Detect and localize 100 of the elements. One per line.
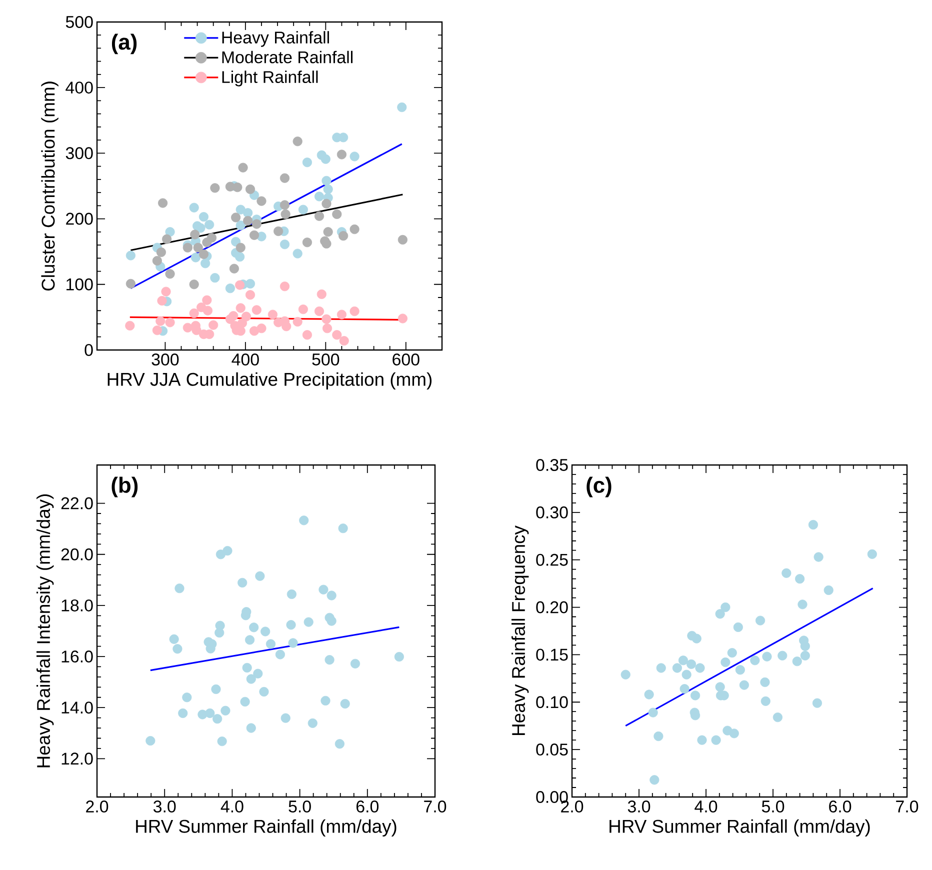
point <box>217 736 227 746</box>
y-tick-label: 0.05 <box>536 744 568 756</box>
point <box>240 696 250 707</box>
annotation: (b) <box>112 476 138 498</box>
point <box>314 306 324 316</box>
y-tick-label: 0.00 <box>536 790 568 803</box>
point <box>620 670 630 680</box>
point <box>340 698 350 709</box>
point <box>782 568 792 578</box>
point <box>156 316 166 326</box>
point <box>235 252 245 262</box>
point <box>245 290 256 300</box>
y-tick-label: 200 <box>66 212 93 225</box>
point <box>280 209 290 219</box>
point <box>760 696 770 706</box>
point <box>204 220 214 230</box>
y-tick-label: 300 <box>66 147 93 160</box>
point <box>690 690 700 700</box>
point <box>720 657 730 668</box>
x-tick-label: 400 <box>232 354 259 366</box>
x-tick-label: 3.0 <box>628 800 650 812</box>
point <box>174 584 184 594</box>
point <box>298 204 308 214</box>
point <box>302 238 312 248</box>
point <box>762 652 772 662</box>
point <box>198 212 209 222</box>
y-axis-title: Cluster Contribution (mm) <box>41 82 58 291</box>
point <box>169 634 179 644</box>
point <box>243 216 253 226</box>
point <box>225 314 235 324</box>
point <box>229 264 240 274</box>
point <box>304 617 314 627</box>
point <box>338 231 348 241</box>
point <box>202 306 213 316</box>
point <box>238 578 248 588</box>
y-tick-label: 400 <box>66 82 93 94</box>
point <box>280 200 290 210</box>
point <box>158 198 168 208</box>
point <box>336 150 347 160</box>
point <box>322 198 332 208</box>
point <box>126 250 136 260</box>
x-tick-label: 2.0 <box>561 800 584 812</box>
point <box>314 211 324 221</box>
annotation: (a) <box>112 34 137 54</box>
point <box>322 314 332 324</box>
y-tick-label: 0.15 <box>536 648 568 661</box>
point <box>162 234 172 244</box>
point <box>256 196 266 206</box>
y-tick-label: 12.0 <box>62 752 93 765</box>
point <box>308 718 318 728</box>
point <box>394 652 404 662</box>
point <box>245 278 256 289</box>
point <box>678 656 688 666</box>
point <box>324 655 334 665</box>
y-tick-label: 0.35 <box>536 458 568 471</box>
legend-label: Heavy Rainfall <box>222 31 329 47</box>
y-axis-title: Heavy Rainfall Intensity (mm/day) <box>36 494 54 768</box>
point <box>182 242 192 252</box>
point <box>715 682 725 692</box>
point <box>246 674 256 684</box>
point <box>236 204 246 214</box>
point <box>212 714 222 724</box>
point <box>268 310 278 320</box>
y-axis-title: Heavy Rainfall Frequency <box>512 526 529 735</box>
point <box>202 295 212 305</box>
point <box>326 590 336 600</box>
point <box>350 306 360 316</box>
x-tick-label: 3.0 <box>153 800 176 812</box>
point <box>246 723 256 733</box>
point <box>323 227 333 237</box>
point <box>320 696 330 706</box>
point <box>192 326 202 336</box>
point <box>126 278 136 289</box>
point <box>750 656 760 666</box>
y-tick-label: 18.0 <box>62 599 93 612</box>
point <box>252 219 262 229</box>
point <box>711 735 721 745</box>
point <box>255 571 265 581</box>
y-tick-label: 500 <box>66 16 93 28</box>
point <box>241 312 252 322</box>
point <box>322 176 332 186</box>
point <box>280 282 290 292</box>
point <box>692 634 702 644</box>
point <box>244 635 255 645</box>
point <box>211 684 221 694</box>
y-tick-label: 0.20 <box>536 601 568 614</box>
point <box>198 249 209 260</box>
point <box>249 622 259 632</box>
point <box>800 650 810 660</box>
point <box>686 659 696 669</box>
x-tick-label: 300 <box>152 354 179 366</box>
point <box>672 663 682 673</box>
point <box>152 256 162 266</box>
point <box>189 202 199 212</box>
x-axis-title: HRV Summer Rainfall (mm/day) <box>610 819 870 837</box>
point <box>350 224 360 234</box>
x-tick-label: 6.0 <box>829 800 852 812</box>
point <box>320 154 330 164</box>
point <box>243 208 253 218</box>
point <box>735 665 745 675</box>
